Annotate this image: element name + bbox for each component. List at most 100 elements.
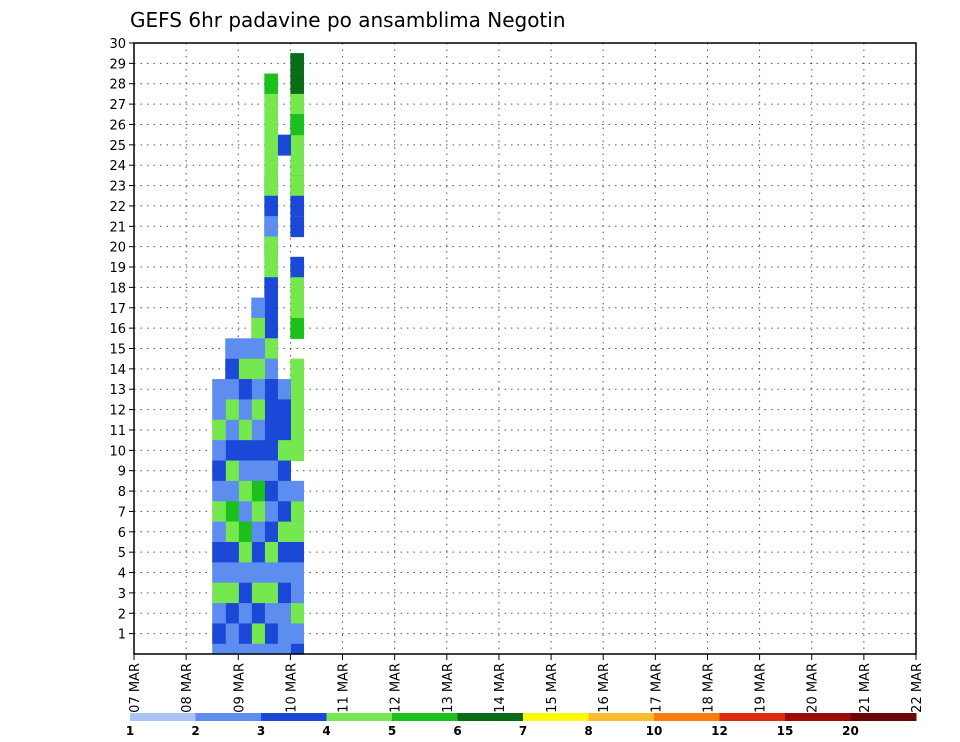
heatmap-cell bbox=[212, 623, 226, 645]
heatmap-cell bbox=[251, 379, 265, 401]
x-tick-label: 22 MAR bbox=[910, 663, 925, 713]
heatmap-cell bbox=[238, 623, 252, 645]
x-tick-label: 10 MAR bbox=[284, 663, 299, 713]
y-tick-label: 19 bbox=[109, 261, 126, 276]
heatmap-cell bbox=[225, 521, 239, 543]
colorbar-swatch bbox=[392, 713, 458, 721]
heatmap-cell bbox=[290, 93, 305, 115]
heatmap-cell bbox=[225, 440, 239, 462]
y-tick-label: 11 bbox=[109, 424, 126, 439]
heatmap-cell bbox=[290, 623, 305, 645]
heatmap-cell bbox=[277, 419, 291, 441]
heatmap-cell bbox=[264, 73, 278, 95]
heatmap-cell bbox=[225, 419, 239, 441]
heatmap-cell bbox=[225, 460, 239, 482]
colorbar-label: 15 bbox=[777, 724, 794, 738]
heatmap-cell bbox=[251, 480, 265, 502]
heatmap-cell bbox=[251, 419, 265, 441]
heatmap-cell bbox=[264, 460, 278, 482]
heatmap-cell bbox=[238, 541, 252, 563]
heatmap-cell bbox=[290, 73, 305, 95]
y-tick-label: 18 bbox=[109, 281, 126, 296]
heatmap-cell bbox=[238, 379, 252, 401]
heatmap-cell bbox=[212, 399, 226, 421]
heatmap-cell bbox=[290, 643, 305, 655]
heatmap-cell bbox=[277, 480, 291, 502]
heatmap-cell bbox=[290, 317, 305, 339]
heatmap-cell bbox=[251, 521, 265, 543]
heatmap-cell bbox=[264, 541, 278, 563]
heatmap-cell bbox=[290, 603, 305, 625]
heatmap-cell bbox=[290, 256, 305, 278]
y-tick-label: 28 bbox=[109, 78, 126, 93]
x-tick-label: 09 MAR bbox=[232, 663, 247, 713]
heatmap-cell bbox=[264, 114, 278, 136]
heatmap-cell bbox=[277, 562, 291, 584]
x-tick-label: 16 MAR bbox=[597, 663, 612, 713]
heatmap-cell bbox=[238, 338, 252, 360]
y-tick-label: 2 bbox=[118, 607, 126, 622]
heatmap-cell bbox=[277, 399, 291, 421]
heatmap-cell bbox=[212, 501, 226, 523]
y-tick-label: 8 bbox=[118, 485, 126, 500]
heatmap-cell bbox=[290, 175, 305, 197]
colorbar-label: 12 bbox=[711, 724, 728, 738]
colorbar-label: 10 bbox=[646, 724, 663, 738]
heatmap-cell bbox=[277, 541, 291, 563]
x-tick-label: 07 MAR bbox=[128, 663, 143, 713]
heatmap-cell bbox=[251, 541, 265, 563]
colorbar-label: 3 bbox=[257, 724, 265, 738]
heatmap-cell bbox=[264, 643, 278, 655]
heatmap-cell bbox=[290, 582, 305, 604]
heatmap-cell bbox=[264, 582, 278, 604]
heatmap-cell bbox=[251, 460, 265, 482]
colorbar-swatch bbox=[719, 713, 786, 721]
heatmap-cell bbox=[264, 277, 278, 299]
heatmap-cell bbox=[290, 155, 305, 176]
y-tick-label: 16 bbox=[109, 322, 126, 337]
heatmap-cell bbox=[225, 603, 239, 625]
colorbar-label: 6 bbox=[453, 724, 461, 738]
heatmap-cell bbox=[225, 541, 239, 563]
heatmap-cell bbox=[212, 440, 226, 462]
colorbar-swatch bbox=[588, 713, 655, 721]
heatmap-cell bbox=[264, 440, 278, 462]
heatmap-cell bbox=[238, 521, 252, 543]
heatmap-cell bbox=[264, 358, 278, 380]
heatmap-cell bbox=[290, 541, 305, 563]
y-tick-label: 7 bbox=[118, 505, 126, 520]
heatmap-cell bbox=[290, 114, 305, 136]
heatmap-cell bbox=[225, 623, 239, 645]
heatmap-cell bbox=[277, 643, 291, 655]
heatmap-cell bbox=[238, 419, 252, 441]
heatmap-cell bbox=[277, 460, 291, 482]
heatmap-cell bbox=[225, 501, 239, 523]
heatmap-cell bbox=[251, 562, 265, 584]
heatmap-cell bbox=[277, 134, 291, 156]
heatmap-cell bbox=[264, 338, 278, 360]
colorbar-swatch bbox=[261, 713, 327, 721]
heatmap-cell bbox=[290, 195, 305, 217]
heatmap-cell bbox=[290, 480, 305, 502]
heatmap-cell bbox=[264, 317, 278, 339]
heatmap-cell bbox=[238, 480, 252, 502]
y-tick-label: 5 bbox=[118, 546, 126, 561]
y-tick-label: 26 bbox=[109, 118, 126, 133]
heatmap-cell bbox=[212, 521, 226, 543]
x-tick-label: 15 MAR bbox=[545, 663, 560, 713]
heatmap-cell bbox=[277, 603, 291, 625]
colorbar-label: 7 bbox=[519, 724, 527, 738]
heatmap-cell bbox=[264, 175, 278, 197]
x-tick-label: 08 MAR bbox=[180, 663, 195, 713]
heatmap-cell bbox=[290, 379, 305, 401]
chart-title: GEFS 6hr padavine po ansamblima Negotin bbox=[130, 8, 566, 32]
colorbar-swatch bbox=[457, 713, 524, 721]
y-tick-label: 23 bbox=[109, 180, 126, 195]
heatmap-cell bbox=[264, 419, 278, 441]
colorbar-swatch bbox=[850, 713, 917, 721]
heatmap-cell bbox=[225, 643, 239, 655]
heatmap-cell bbox=[264, 399, 278, 421]
heatmap-cell bbox=[264, 501, 278, 523]
x-tick-label: 17 MAR bbox=[649, 663, 664, 713]
heatmap-cell bbox=[251, 643, 265, 655]
